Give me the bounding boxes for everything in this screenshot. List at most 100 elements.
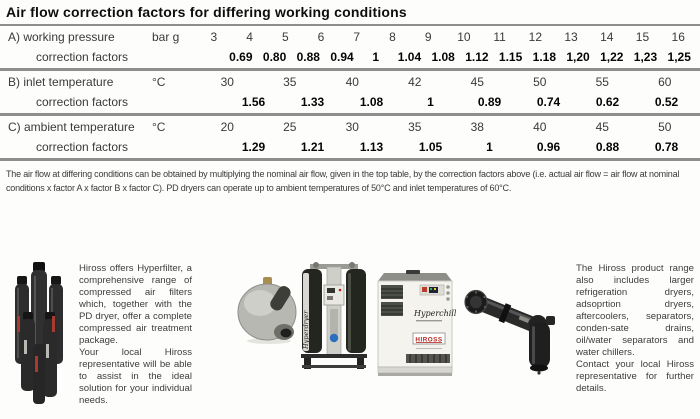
factor-value: 1.08 xyxy=(431,50,455,64)
condition-value: 45 xyxy=(595,120,609,134)
condition-value: 5 xyxy=(281,30,289,44)
factor-value: 0.78 xyxy=(654,140,679,154)
factor-value: 0.88 xyxy=(595,140,620,154)
paragraph: The Hiross product range also includes l… xyxy=(576,263,694,358)
condition-value: 11 xyxy=(493,30,506,44)
condition-values: 3 4 5 6 7 8 9 10 11 12 13 14 15 16 xyxy=(196,30,700,44)
condition-value: 25 xyxy=(283,120,297,134)
row-label: B) inlet temperature xyxy=(8,75,114,89)
factor-value: 1.21 xyxy=(300,140,325,154)
factor-value: 0.62 xyxy=(595,95,620,109)
table-row: correction factors 0.69 0.80 0.88 0.94 1 1.04… xyxy=(0,47,700,67)
factor-values: 0.69 0.80 0.88 0.94 1 1.04 1.08 1.12 1.15 1.18 1,2… xyxy=(224,50,700,64)
condition-value: 30 xyxy=(220,75,234,89)
factor-value: 1 xyxy=(372,50,380,64)
factor-value: 0.74 xyxy=(536,95,561,109)
factor-values: 1.56 1.33 1.08 1 0.89 0.74 0.62 0.52 xyxy=(224,95,700,109)
factor-value: 0.88 xyxy=(296,50,320,64)
hiross-logo: HIROSS xyxy=(415,337,442,344)
table-section-inlet-temperature: B) inlet temperature °C 30 35 40 42 45 50 55 60… xyxy=(0,71,700,116)
condition-value: 12 xyxy=(528,30,542,44)
condition-value: 14 xyxy=(600,30,614,44)
factor-value: 1,23 xyxy=(633,50,658,64)
factor-value: 0.52 xyxy=(654,95,679,109)
condition-value: 13 xyxy=(564,30,578,44)
hyperdryer-adsorption-dryer-photo: Hyperdryer xyxy=(301,262,367,369)
condition-value: 9 xyxy=(424,30,432,44)
table-row: correction factors 1.56 1.33 1.08 1 0.89 0.74… xyxy=(0,92,700,112)
factor-value: 1,22 xyxy=(600,50,624,64)
condensate-drain-photo xyxy=(237,277,297,344)
row-label: correction factors xyxy=(36,140,129,154)
condition-value: 16 xyxy=(671,30,685,44)
condition-value: 55 xyxy=(595,75,609,89)
hyperchill-chiller-photo: Hyperchill HIROSS xyxy=(377,270,457,376)
factor-value: 0.89 xyxy=(477,95,502,109)
condition-value: 20 xyxy=(220,120,234,134)
paragraph: Hiross offers Hyperfilter, a comprehensi… xyxy=(79,263,192,346)
factor-value: 0.69 xyxy=(229,50,253,64)
factor-value: 0.94 xyxy=(330,50,354,64)
table-row: A) working pressure bar g 3 4 5 6 7 8 9 10 11 12 1… xyxy=(0,27,700,47)
condition-value: 4 xyxy=(246,30,253,44)
condition-value: 35 xyxy=(408,120,422,134)
factor-value: 1.12 xyxy=(465,50,489,64)
hyperdryer-label: Hyperdryer xyxy=(302,310,310,350)
condition-value: 45 xyxy=(470,75,484,89)
condition-value: 8 xyxy=(389,30,396,44)
footnote: The air flow at differing conditions can… xyxy=(6,169,680,193)
factor-value: 1,25 xyxy=(667,50,691,64)
row-label: A) working pressure xyxy=(8,30,115,44)
factor-values: 1.29 1.21 1.13 1.05 1 0.96 0.88 0.78 xyxy=(224,140,700,154)
condition-value: 38 xyxy=(470,120,484,134)
row-unit: °C xyxy=(152,75,166,89)
row-unit: bar g xyxy=(152,30,180,44)
condition-values: 30 35 40 42 45 50 55 60 xyxy=(196,75,700,89)
table-row: C) ambient temperature °C 20 25 30 35 38 40 45… xyxy=(0,117,700,137)
page-title: Air flow correction factors for differin… xyxy=(0,0,700,26)
condition-value: 3 xyxy=(210,30,218,44)
condition-value: 6 xyxy=(317,30,325,44)
factor-value: 0.80 xyxy=(262,50,287,64)
oil-water-separator-photo xyxy=(464,289,555,375)
condition-value: 35 xyxy=(283,75,297,89)
condition-value: 30 xyxy=(345,120,359,134)
factor-value: 1 xyxy=(486,140,493,154)
condition-value: 40 xyxy=(345,75,359,89)
factor-value: 1.33 xyxy=(300,95,325,109)
condition-value: 60 xyxy=(658,75,672,89)
condition-value: 10 xyxy=(457,30,471,44)
correction-factors-table: A) working pressure bar g 3 4 5 6 7 8 9 10 11 12 1… xyxy=(0,26,700,161)
condition-value: 40 xyxy=(533,120,547,134)
right-text-column: The Hiross product range also includes l… xyxy=(576,263,694,395)
condition-values: 20 25 30 35 38 40 45 50 xyxy=(196,120,700,134)
factor-value: 1.29 xyxy=(241,140,266,154)
factor-value: 1.05 xyxy=(418,140,443,154)
condition-value: 7 xyxy=(353,30,361,44)
hyperfilter-filters-photo xyxy=(15,262,63,404)
paragraph: Your local Hiross representative will be… xyxy=(79,347,192,406)
factor-value: 1 xyxy=(427,95,434,109)
condition-value: 50 xyxy=(533,75,547,89)
products-section: Hiross offers Hyperfilter, a comprehensi… xyxy=(0,250,700,419)
table-row: B) inlet temperature °C 30 35 40 42 45 50 55 60 xyxy=(0,72,700,92)
factor-value: 1,20 xyxy=(566,50,590,64)
condition-value: 15 xyxy=(635,30,650,44)
table-row: correction factors 1.29 1.21 1.13 1.05 1 0.96… xyxy=(0,137,700,157)
factor-value: 1.15 xyxy=(498,50,523,64)
factor-value: 0.96 xyxy=(536,140,561,154)
factor-value: 1.13 xyxy=(359,140,384,154)
factor-value: 1.56 xyxy=(241,95,266,109)
row-label: C) ambient temperature xyxy=(8,120,135,134)
hyperchill-label: Hyperchill xyxy=(413,309,457,318)
condition-value: 42 xyxy=(408,75,422,89)
factor-value: 1.04 xyxy=(397,50,422,64)
row-label: correction factors xyxy=(36,95,129,109)
factor-value: 1.18 xyxy=(532,50,556,64)
row-unit: °C xyxy=(152,120,166,134)
left-text-column: Hiross offers Hyperfilter, a comprehensi… xyxy=(79,263,192,407)
row-label: correction factors xyxy=(36,50,129,64)
condition-value: 50 xyxy=(658,120,672,134)
table-section-working-pressure: A) working pressure bar g 3 4 5 6 7 8 9 10 11 12 1… xyxy=(0,26,700,71)
